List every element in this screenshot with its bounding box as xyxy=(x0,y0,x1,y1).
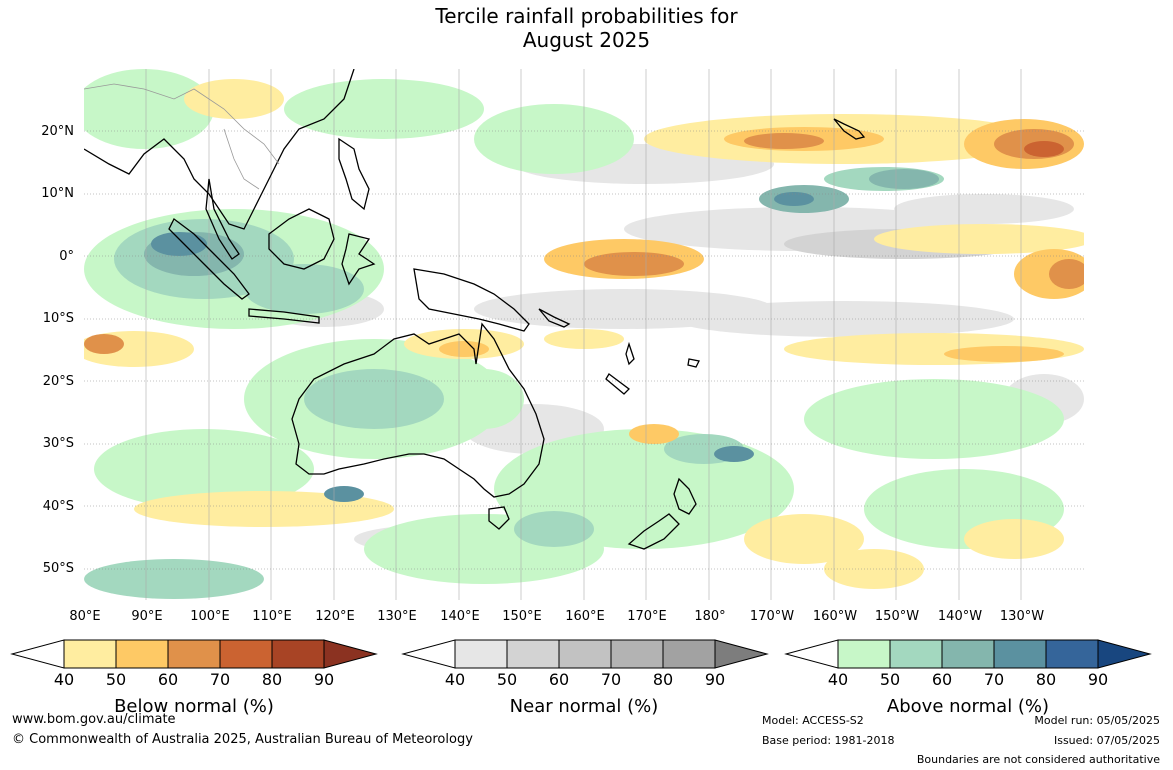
disclaimer-text: Boundaries are not considered authoritat… xyxy=(916,753,1160,766)
mainland-asia-coastline xyxy=(84,69,355,230)
above-tick-70: 70 xyxy=(983,670,1005,689)
new-zealand-south-island xyxy=(627,513,680,550)
new-zealand-north-island xyxy=(673,477,697,515)
base-period-text: Base period: 1981-2018 xyxy=(762,734,895,747)
below-tick-60: 60 xyxy=(157,670,179,689)
lon-label-170e: 170°E xyxy=(627,609,667,624)
colorbar-near xyxy=(401,639,769,669)
lon-label-150w: 150°W xyxy=(874,609,920,624)
lon-label-140w: 140°W xyxy=(937,609,983,624)
near-tick-50: 50 xyxy=(496,670,518,689)
lon-label-80e: 80°E xyxy=(69,609,101,624)
lat-label-0: 0° xyxy=(59,249,74,264)
lon-label-140e: 140°E xyxy=(440,609,480,624)
graticule xyxy=(84,69,1084,600)
below-normal-title: Below normal (%) xyxy=(114,696,274,717)
lon-label-110e: 110°E xyxy=(252,609,292,624)
lon-label-100e: 100°E xyxy=(190,609,230,624)
lon-label-130e: 130°E xyxy=(377,609,417,624)
tasmania-coastline xyxy=(488,506,510,530)
new-guinea-coastline xyxy=(413,268,530,332)
lat-label-10n: 10°N xyxy=(41,186,74,201)
below-tick-40: 40 xyxy=(53,670,75,689)
near-tick-80: 80 xyxy=(652,670,674,689)
above-tick-90: 90 xyxy=(1087,670,1109,689)
above-normal-title: Above normal (%) xyxy=(886,696,1050,717)
lon-label-120e: 120°E xyxy=(315,609,355,624)
java-coastline xyxy=(248,308,320,324)
lat-label-20s: 20°S xyxy=(42,374,74,389)
issued-text: Issued: 07/05/2025 xyxy=(1053,734,1160,747)
lon-label-170w: 170°W xyxy=(749,609,795,624)
website-link[interactable]: www.bom.gov.au/climate xyxy=(12,712,176,727)
above-tick-50: 50 xyxy=(879,670,901,689)
colorbar-below xyxy=(10,639,378,669)
copyright-text: © Commonwealth of Australia 2025, Austra… xyxy=(12,732,473,747)
title-line-1: Tercile rainfall probabilities for xyxy=(435,4,738,28)
near-normal-title: Near normal (%) xyxy=(509,696,659,717)
near-tick-90: 90 xyxy=(704,670,726,689)
map-title: Tercile rainfall probabilities for Augus… xyxy=(0,4,1173,52)
rainfall-probability-map xyxy=(84,69,1084,600)
new-caledonia xyxy=(605,373,630,395)
fiji xyxy=(687,358,700,368)
country-borders xyxy=(84,83,280,190)
below-tick-50: 50 xyxy=(105,670,127,689)
below-tick-80: 80 xyxy=(261,670,283,689)
sumatra-coastline xyxy=(168,218,250,300)
hawaii xyxy=(833,118,866,140)
lat-label-50s: 50°S xyxy=(42,561,74,576)
lon-label-160w: 160°W xyxy=(812,609,858,624)
near-tick-40: 40 xyxy=(444,670,466,689)
philippines-coastline xyxy=(338,137,370,211)
malay-peninsula xyxy=(205,178,240,260)
borneo-coastline xyxy=(268,208,335,270)
above-tick-60: 60 xyxy=(931,670,953,689)
lon-label-160e: 160°E xyxy=(565,609,605,624)
lat-label-30s: 30°S xyxy=(42,436,74,451)
above-tick-40: 40 xyxy=(827,670,849,689)
lon-label-130w: 130°W xyxy=(999,609,1045,624)
above-tick-80: 80 xyxy=(1035,670,1057,689)
sulawesi-coastline xyxy=(341,233,376,286)
model-text: Model: ACCESS-S2 xyxy=(762,714,864,727)
below-tick-70: 70 xyxy=(209,670,231,689)
colorbar-above xyxy=(784,639,1152,669)
lon-label-150e: 150°E xyxy=(502,609,542,624)
vanuatu xyxy=(625,341,635,366)
australia-coastline xyxy=(291,322,545,498)
title-line-2: August 2025 xyxy=(522,28,651,52)
lon-label-180: 180° xyxy=(694,609,726,624)
solomon-islands xyxy=(538,308,571,328)
below-tick-90: 90 xyxy=(313,670,335,689)
lat-label-40s: 40°S xyxy=(42,499,74,514)
near-tick-70: 70 xyxy=(600,670,622,689)
model-run-text: Model run: 05/05/2025 xyxy=(1034,714,1160,727)
lat-label-20n: 20°N xyxy=(41,124,74,139)
coastlines xyxy=(84,69,866,550)
lat-label-10s: 10°S xyxy=(42,311,74,326)
near-tick-60: 60 xyxy=(548,670,570,689)
lon-label-90e: 90°E xyxy=(131,609,163,624)
